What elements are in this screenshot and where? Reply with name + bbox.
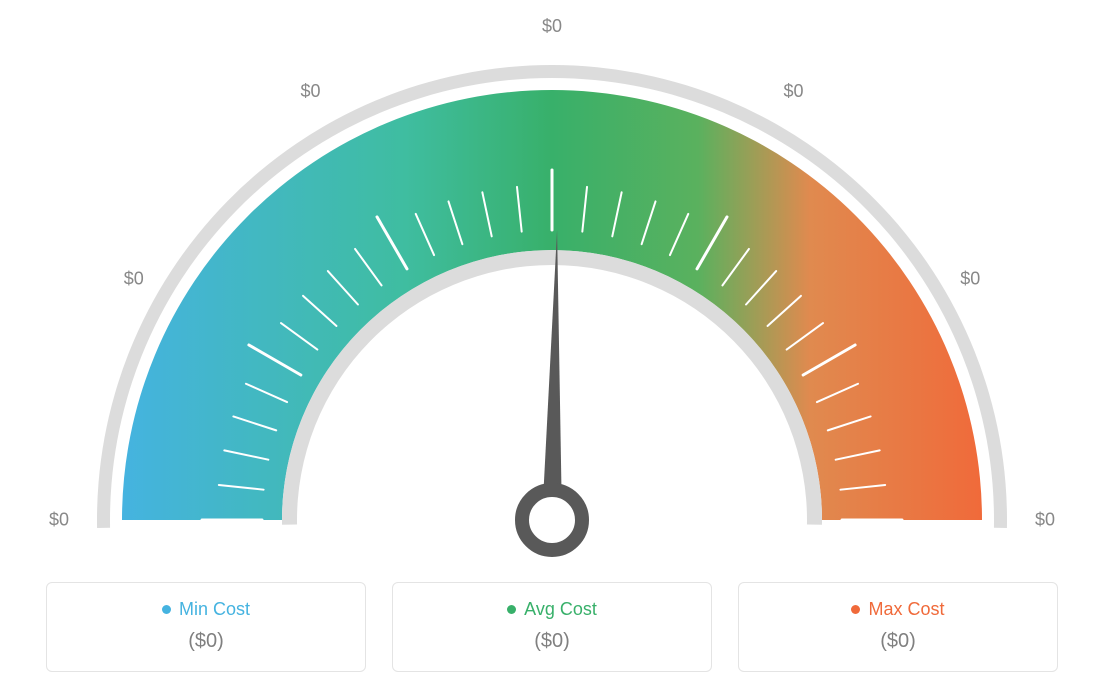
gauge-tick-label: $0 xyxy=(783,81,803,102)
legend-box-min: Min Cost ($0) xyxy=(46,582,366,672)
legend-box-avg: Avg Cost ($0) xyxy=(392,582,712,672)
gauge-tick-label: $0 xyxy=(960,268,980,289)
gauge-chart: $0 $0 $0 $0 $0 $0 $0 xyxy=(52,0,1052,560)
legend-row: Min Cost ($0) Avg Cost ($0) Max Cost ($0… xyxy=(46,582,1058,672)
legend-value-max: ($0) xyxy=(739,630,1057,653)
legend-value-avg: ($0) xyxy=(393,630,711,653)
legend-label-max: Max Cost xyxy=(868,599,944,620)
legend-dot-avg xyxy=(507,605,516,614)
gauge-tick-label: $0 xyxy=(542,16,562,37)
legend-box-max: Max Cost ($0) xyxy=(738,582,1058,672)
legend-dot-max xyxy=(851,605,860,614)
gauge-svg xyxy=(52,0,1052,560)
gauge-tick-label: $0 xyxy=(1035,510,1055,531)
legend-value-min: ($0) xyxy=(47,630,365,653)
legend-label-avg: Avg Cost xyxy=(524,599,597,620)
gauge-tick-label: $0 xyxy=(124,268,144,289)
gauge-tick-label: $0 xyxy=(49,510,69,531)
legend-label-min: Min Cost xyxy=(179,599,250,620)
gauge-tick-label: $0 xyxy=(300,81,320,102)
legend-dot-min xyxy=(162,605,171,614)
